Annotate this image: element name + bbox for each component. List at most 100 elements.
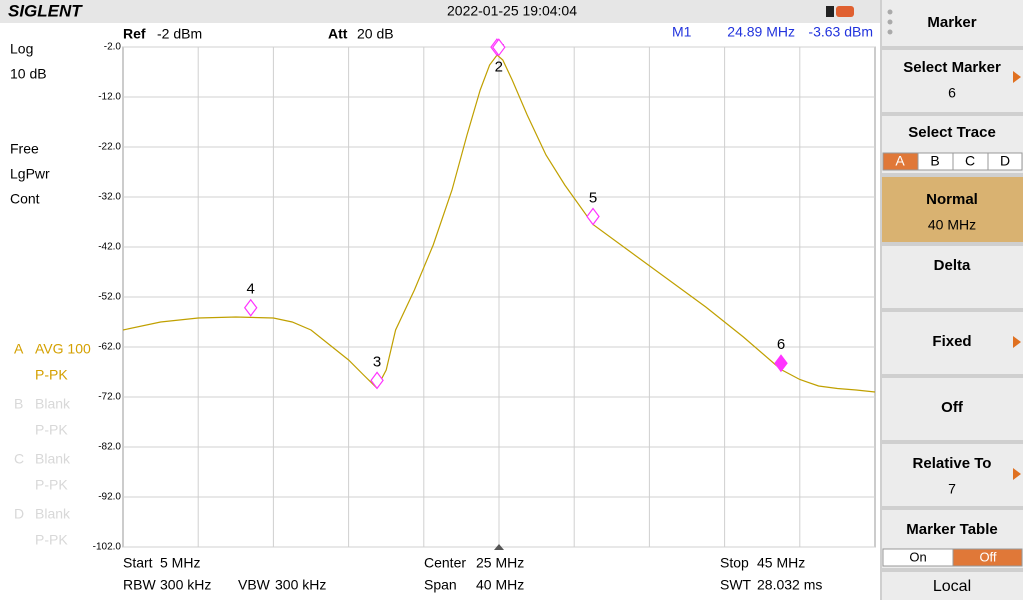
trace [122,54,876,393]
ref-value: -2 dBm [157,26,202,42]
y-tick-label: -2.0 [104,42,122,53]
softkey-label: Marker Table [906,521,997,538]
span-value: 40 MHz [476,577,524,593]
table-option[interactable] [952,548,1023,567]
y-tick-label: -52.0 [98,292,121,303]
rbw-value: 300 kHz [160,577,211,593]
softkey-value: 40 MHz [928,217,976,233]
stop-value: 45 MHz [757,555,805,571]
rbw-label: RBW [123,577,156,593]
trace-detector: P-PK [35,532,68,548]
center-indicator [494,544,504,550]
trace-label: Blank [35,451,71,467]
y-tick-label: -72.0 [98,392,121,403]
usb-icon [836,6,854,17]
marker-label: 2 [495,58,503,75]
table-option-label: Off [979,549,996,564]
scale-div: 10 dB [10,66,47,82]
center-label: Center [424,555,466,571]
arrow [1013,468,1021,480]
ref-label: Ref [123,26,146,42]
center-value: 25 MHz [476,555,524,571]
softkey-label: Normal [926,191,978,208]
y-tick-label: -102.0 [93,542,122,553]
trace-letter: B [14,396,23,412]
trace-label: AVG 100 [35,341,91,357]
softkey-label: Delta [934,257,971,274]
swt-value: 28.032 ms [757,577,822,593]
table-option-label: On [909,549,926,564]
status: Free [10,141,39,157]
datetime: 2022-01-25 19:04:04 [447,3,577,19]
marker-freq: 24.89 MHz [727,24,795,40]
marker-label: 5 [589,189,597,206]
trace-option-label: C [965,153,975,169]
softkey-select-marker[interactable] [882,50,1023,112]
softkey-off[interactable] [882,378,1023,440]
softkey-label: Select Trace [908,124,996,141]
softkey-relative-to[interactable] [882,444,1023,506]
softkey-label: Local [933,578,971,595]
trace-detector: P-PK [35,422,68,438]
grip [887,19,893,25]
softkey-normal[interactable] [882,177,1023,242]
softkey-title-box [882,0,1023,46]
vbw-value: 300 kHz [275,577,326,593]
trace-letter: C [14,451,24,467]
start-value: 5 MHz [160,555,200,571]
status: Cont [10,191,40,207]
softkey-value: 6 [948,85,956,101]
status: LgPwr [10,166,50,182]
stop-label: Stop [720,555,749,571]
softkey-delta[interactable] [882,246,1023,308]
softkey-local[interactable] [882,572,1023,600]
trace-option-label: D [1000,153,1010,169]
trace-letter: D [14,506,24,522]
softkey-label: Select Marker [903,59,1001,76]
trace-option-label: B [930,153,939,169]
battery-icon [826,6,834,17]
y-tick-label: -42.0 [98,242,121,253]
plot: 2 3 4 5 6 [122,38,876,393]
y-tick-label: -22.0 [98,142,121,153]
marker [774,354,788,373]
y-tick-label: -92.0 [98,492,121,503]
y-tick-label: -62.0 [98,342,121,353]
att-value: 20 dB [357,26,394,42]
softkey-title: Marker [927,14,976,31]
grip [887,29,893,35]
trace-detector: P-PK [35,477,68,493]
softkey-label: Fixed [932,333,971,350]
arrow [1013,336,1021,348]
y-tick-label: -32.0 [98,192,121,203]
scale-type: Log [10,41,33,57]
marker [586,207,600,226]
trace-label: Blank [35,506,71,522]
softkey-fixed[interactable] [882,312,1023,374]
marker [492,38,506,57]
vbw-label: VBW [238,577,271,593]
trace-option[interactable] [987,152,1023,171]
marker-label: 3 [373,353,381,370]
y-tick-label: -12.0 [98,92,121,103]
marker [243,298,258,317]
softkey-label: Relative To [913,455,992,472]
span-label: Span [424,577,457,593]
swt-label: SWT [720,577,752,593]
arrow [1013,71,1021,83]
grid [123,46,875,548]
softkey-value: 7 [948,481,956,497]
marker [370,371,384,390]
brand: SIGLENT [8,1,83,20]
att-label: Att [328,26,348,42]
marker-amp: -3.63 dBm [808,24,873,40]
marker-name: M1 [672,24,692,40]
softkey-label: Off [941,399,964,416]
header-bar [0,0,880,23]
start-label: Start [123,555,153,571]
trace-option-label: A [895,153,905,169]
grip [887,9,893,15]
trace-label: Blank [35,396,71,412]
y-tick-label: -82.0 [98,442,121,453]
